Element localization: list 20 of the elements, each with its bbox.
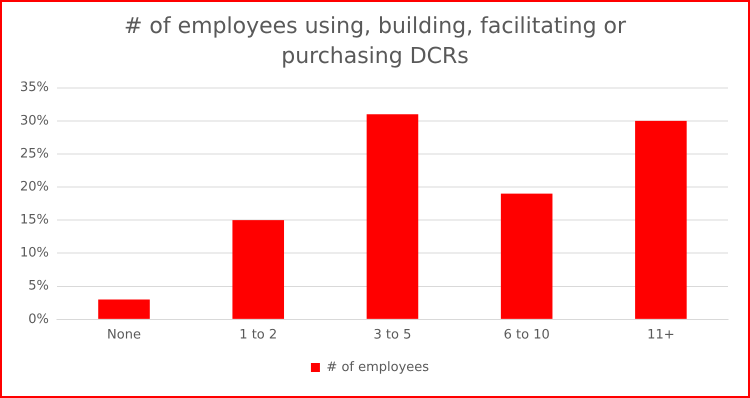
bar [232,220,284,319]
y-tick-label: 25% [20,146,49,162]
x-tick-label: None [107,328,141,343]
x-tick-label: 1 to 2 [239,328,278,343]
y-tick-label: 5% [28,278,49,294]
bar [366,114,418,319]
y-tick-label: 10% [20,246,49,261]
y-tick-label: 30% [20,113,49,128]
x-tick-label: 11+ [647,328,675,343]
y-tick-label: 15% [20,212,49,228]
bar [635,120,687,319]
x-tick-label: 3 to 5 [374,328,412,343]
x-tick-label: 6 to 10 [504,328,550,343]
legend-label: # of employees [326,360,430,375]
bar [500,194,552,319]
y-tick-label: 0% [28,312,49,327]
chart-title: # of employees using, building, facilitating or purchasing DCRs [122,13,628,71]
y-tick-label: 20% [20,179,49,194]
bar [98,300,150,319]
y-tick-label: 35% [20,80,49,96]
